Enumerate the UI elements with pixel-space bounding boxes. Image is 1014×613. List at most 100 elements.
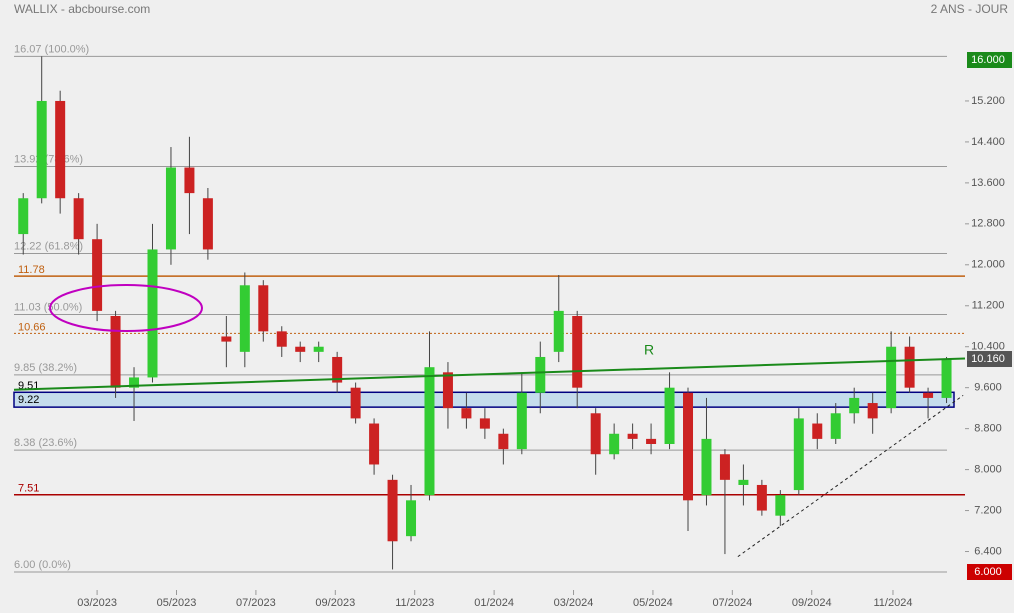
y-tick-label: 7.200 bbox=[974, 504, 1002, 516]
candle-body bbox=[941, 359, 952, 398]
candle-body bbox=[830, 413, 841, 439]
candle-body bbox=[36, 100, 47, 199]
candle-body bbox=[221, 336, 232, 342]
trendline-label: R bbox=[644, 342, 654, 358]
y-tick-label: 13.600 bbox=[971, 177, 1005, 189]
candle-body bbox=[184, 167, 195, 194]
x-tick-label: 11/2023 bbox=[395, 597, 434, 609]
y-tick-label: 12.800 bbox=[971, 218, 1005, 230]
candle-body bbox=[202, 198, 213, 250]
fib-label: 13.92 (78.6%) bbox=[14, 153, 83, 165]
candle-body bbox=[793, 418, 804, 491]
candle-body bbox=[313, 346, 324, 352]
candle-body bbox=[295, 346, 306, 352]
candle-body bbox=[332, 356, 343, 383]
candle-body bbox=[756, 484, 767, 511]
y-tick-label: 6.400 bbox=[974, 545, 1002, 557]
candle-body bbox=[812, 423, 823, 439]
x-tick-label: 09/2023 bbox=[315, 597, 355, 609]
x-tick-label: 03/2023 bbox=[77, 597, 117, 609]
price-marker bbox=[967, 564, 1012, 580]
level-label: 7.51 bbox=[18, 483, 39, 495]
fib-label: 8.38 (23.6%) bbox=[14, 437, 77, 449]
candle-body bbox=[609, 433, 620, 455]
x-tick-label: 05/2024 bbox=[633, 597, 673, 609]
candle-body bbox=[886, 346, 897, 409]
y-tick-label: 10.400 bbox=[971, 341, 1005, 353]
candle-body bbox=[239, 285, 250, 352]
candle-body bbox=[516, 392, 527, 450]
candle-body bbox=[701, 438, 712, 496]
candle-body bbox=[590, 413, 601, 455]
fib-label: 9.85 (38.2%) bbox=[14, 362, 77, 374]
chart-title: WALLIX - abcbourse.com bbox=[14, 2, 150, 16]
candle-body bbox=[165, 167, 176, 250]
fib-label: 16.07 (100.0%) bbox=[14, 43, 89, 55]
trendline bbox=[13, 357, 966, 391]
y-tick-label: 8.800 bbox=[974, 423, 1002, 435]
x-tick-label: 09/2024 bbox=[792, 597, 832, 609]
x-tick-label: 07/2024 bbox=[712, 597, 752, 609]
price-marker-label: 6.000 bbox=[974, 566, 1002, 578]
candle-body bbox=[424, 367, 435, 496]
highlight-ellipse bbox=[49, 284, 203, 332]
candle-body bbox=[904, 346, 915, 388]
candle-body bbox=[369, 423, 380, 465]
candle-body bbox=[646, 438, 657, 444]
candle-body bbox=[867, 403, 878, 419]
y-tick-label: 15.200 bbox=[971, 95, 1005, 107]
level-label: 10.66 bbox=[18, 321, 46, 333]
candle-body bbox=[535, 356, 546, 393]
y-tick-label: 14.400 bbox=[971, 136, 1005, 148]
candle-body bbox=[719, 454, 730, 480]
candle-body bbox=[683, 392, 694, 501]
y-tick-label: 9.600 bbox=[974, 382, 1002, 394]
candle-body bbox=[442, 372, 453, 409]
fib-label: 12.22 (61.8%) bbox=[14, 240, 83, 252]
candle-body bbox=[849, 397, 860, 414]
support-zone bbox=[13, 391, 955, 408]
candle-body bbox=[461, 408, 472, 419]
candle-body bbox=[276, 331, 287, 347]
candle-body bbox=[73, 198, 84, 240]
candle-body bbox=[923, 392, 934, 398]
candle-body bbox=[664, 387, 675, 444]
level-label: 11.78 bbox=[18, 264, 45, 276]
candle-body bbox=[350, 387, 361, 419]
candle-body bbox=[406, 500, 417, 537]
candle-body bbox=[147, 249, 158, 378]
price-marker-label: 16.000 bbox=[971, 54, 1005, 66]
candle-body bbox=[258, 285, 269, 332]
price-marker-label: 10.160 bbox=[971, 353, 1005, 365]
x-tick-label: 07/2023 bbox=[236, 597, 276, 609]
candle-body bbox=[129, 377, 140, 388]
candle-body bbox=[18, 198, 29, 235]
candle-body bbox=[775, 495, 786, 516]
candle-body bbox=[479, 418, 490, 429]
candle-body bbox=[572, 316, 583, 388]
level-label: 9.22 bbox=[18, 394, 39, 406]
candle-body bbox=[92, 239, 103, 311]
x-tick-label: 05/2023 bbox=[157, 597, 197, 609]
candle-body bbox=[627, 433, 638, 439]
y-tick-label: 8.000 bbox=[974, 464, 1002, 476]
y-tick-label: 12.000 bbox=[971, 259, 1005, 271]
candle-body bbox=[55, 100, 66, 199]
y-tick-label: 11.200 bbox=[972, 300, 1005, 312]
x-tick-label: 03/2024 bbox=[554, 597, 594, 609]
price-marker bbox=[967, 52, 1012, 68]
x-tick-label: 11/2024 bbox=[874, 597, 913, 609]
fib-label: 6.00 (0.0%) bbox=[14, 559, 71, 571]
candle-body bbox=[110, 316, 121, 388]
trendline bbox=[737, 394, 964, 558]
candle-body bbox=[498, 433, 509, 450]
price-marker bbox=[967, 351, 1012, 368]
candle-body bbox=[387, 479, 398, 542]
chart-subtitle: 2 ANS - JOUR bbox=[931, 2, 1009, 16]
x-tick-label: 01/2024 bbox=[474, 597, 514, 609]
candle-body bbox=[738, 479, 749, 485]
fib-label: 11.03 (50.0%) bbox=[14, 301, 82, 313]
candle-body bbox=[553, 310, 564, 352]
